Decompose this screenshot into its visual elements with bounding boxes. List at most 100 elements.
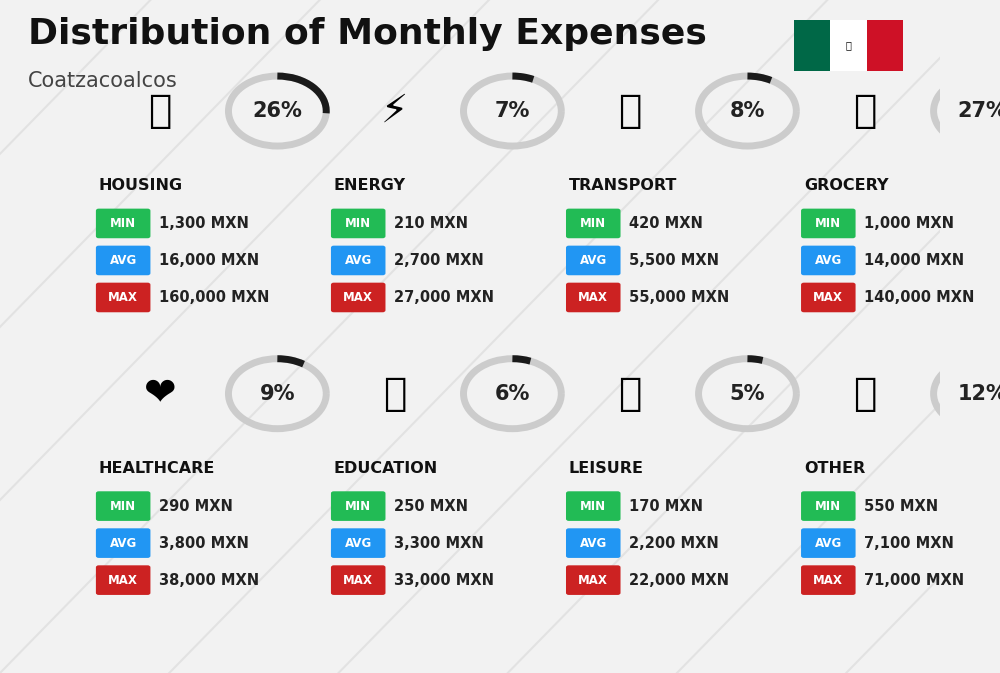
Text: 22,000 MXN: 22,000 MXN xyxy=(629,573,729,588)
Text: Coatzacoalcos: Coatzacoalcos xyxy=(28,71,178,91)
Text: MAX: MAX xyxy=(108,291,138,304)
FancyBboxPatch shape xyxy=(801,209,856,238)
Text: Distribution of Monthly Expenses: Distribution of Monthly Expenses xyxy=(28,17,707,51)
Text: 2,200 MXN: 2,200 MXN xyxy=(629,536,719,551)
FancyBboxPatch shape xyxy=(794,20,830,71)
FancyBboxPatch shape xyxy=(331,491,385,521)
Text: 🎓: 🎓 xyxy=(383,375,407,413)
Text: 🏙: 🏙 xyxy=(148,92,172,130)
Text: 8%: 8% xyxy=(730,101,765,121)
Text: AVG: AVG xyxy=(110,254,137,267)
FancyBboxPatch shape xyxy=(96,283,150,312)
Text: MIN: MIN xyxy=(580,217,606,230)
Text: 290 MXN: 290 MXN xyxy=(159,499,233,513)
FancyBboxPatch shape xyxy=(331,209,385,238)
Text: LEISURE: LEISURE xyxy=(569,461,644,476)
FancyBboxPatch shape xyxy=(96,209,150,238)
Text: 210 MXN: 210 MXN xyxy=(394,216,468,231)
FancyBboxPatch shape xyxy=(96,528,150,558)
Text: MAX: MAX xyxy=(343,291,373,304)
Text: 26%: 26% xyxy=(252,101,302,121)
Text: 27%: 27% xyxy=(958,101,1000,121)
Text: 6%: 6% xyxy=(495,384,530,404)
FancyBboxPatch shape xyxy=(96,491,150,521)
FancyBboxPatch shape xyxy=(566,528,621,558)
FancyBboxPatch shape xyxy=(331,565,385,595)
Text: MIN: MIN xyxy=(110,499,136,513)
FancyBboxPatch shape xyxy=(801,283,856,312)
FancyBboxPatch shape xyxy=(830,20,867,71)
Text: 140,000 MXN: 140,000 MXN xyxy=(864,290,974,305)
Text: MIN: MIN xyxy=(345,217,371,230)
FancyBboxPatch shape xyxy=(566,565,621,595)
Text: ENERGY: ENERGY xyxy=(334,178,406,193)
Text: ❤: ❤ xyxy=(144,375,176,413)
Text: 170 MXN: 170 MXN xyxy=(629,499,703,513)
Text: 1,000 MXN: 1,000 MXN xyxy=(864,216,954,231)
Text: 420 MXN: 420 MXN xyxy=(629,216,703,231)
Text: OTHER: OTHER xyxy=(804,461,865,476)
Text: 55,000 MXN: 55,000 MXN xyxy=(629,290,729,305)
Text: MIN: MIN xyxy=(110,217,136,230)
Text: AVG: AVG xyxy=(345,536,372,550)
Text: MIN: MIN xyxy=(580,499,606,513)
FancyBboxPatch shape xyxy=(801,246,856,275)
Text: MAX: MAX xyxy=(813,291,843,304)
Text: GROCERY: GROCERY xyxy=(804,178,888,193)
FancyBboxPatch shape xyxy=(566,491,621,521)
FancyBboxPatch shape xyxy=(566,209,621,238)
Text: 1,300 MXN: 1,300 MXN xyxy=(159,216,249,231)
Text: 16,000 MXN: 16,000 MXN xyxy=(159,253,259,268)
Text: MAX: MAX xyxy=(813,573,843,587)
Text: MAX: MAX xyxy=(578,573,608,587)
Text: MIN: MIN xyxy=(345,499,371,513)
Text: MAX: MAX xyxy=(343,573,373,587)
Text: 550 MXN: 550 MXN xyxy=(864,499,938,513)
Text: 12%: 12% xyxy=(958,384,1000,404)
Text: 5,500 MXN: 5,500 MXN xyxy=(629,253,719,268)
FancyBboxPatch shape xyxy=(566,246,621,275)
Text: AVG: AVG xyxy=(815,254,842,267)
Text: 33,000 MXN: 33,000 MXN xyxy=(394,573,494,588)
Text: 🛍: 🛍 xyxy=(618,375,642,413)
Text: 14,000 MXN: 14,000 MXN xyxy=(864,253,964,268)
Text: 🛒: 🛒 xyxy=(853,92,877,130)
Text: MIN: MIN xyxy=(815,499,841,513)
FancyBboxPatch shape xyxy=(96,246,150,275)
FancyBboxPatch shape xyxy=(867,20,903,71)
FancyBboxPatch shape xyxy=(331,528,385,558)
Text: 5%: 5% xyxy=(730,384,765,404)
Text: AVG: AVG xyxy=(345,254,372,267)
FancyBboxPatch shape xyxy=(331,283,385,312)
Text: TRANSPORT: TRANSPORT xyxy=(569,178,677,193)
Text: MAX: MAX xyxy=(108,573,138,587)
FancyBboxPatch shape xyxy=(801,528,856,558)
FancyBboxPatch shape xyxy=(801,565,856,595)
Text: 7%: 7% xyxy=(495,101,530,121)
Text: 2,700 MXN: 2,700 MXN xyxy=(394,253,484,268)
Text: 3,300 MXN: 3,300 MXN xyxy=(394,536,484,551)
Text: AVG: AVG xyxy=(815,536,842,550)
Text: MIN: MIN xyxy=(815,217,841,230)
Text: 🦅: 🦅 xyxy=(846,40,851,50)
Text: MAX: MAX xyxy=(578,291,608,304)
FancyBboxPatch shape xyxy=(96,565,150,595)
Text: 7,100 MXN: 7,100 MXN xyxy=(864,536,954,551)
FancyBboxPatch shape xyxy=(566,283,621,312)
Text: 3,800 MXN: 3,800 MXN xyxy=(159,536,249,551)
Text: HOUSING: HOUSING xyxy=(99,178,183,193)
Text: EDUCATION: EDUCATION xyxy=(334,461,438,476)
Text: 9%: 9% xyxy=(260,384,295,404)
Text: 27,000 MXN: 27,000 MXN xyxy=(394,290,494,305)
Text: AVG: AVG xyxy=(110,536,137,550)
Text: AVG: AVG xyxy=(580,254,607,267)
Text: AVG: AVG xyxy=(580,536,607,550)
Text: HEALTHCARE: HEALTHCARE xyxy=(99,461,215,476)
Text: 👜: 👜 xyxy=(853,375,877,413)
Text: 38,000 MXN: 38,000 MXN xyxy=(159,573,259,588)
Text: 160,000 MXN: 160,000 MXN xyxy=(159,290,269,305)
FancyBboxPatch shape xyxy=(801,491,856,521)
Text: 🚌: 🚌 xyxy=(618,92,642,130)
FancyBboxPatch shape xyxy=(331,246,385,275)
Text: 250 MXN: 250 MXN xyxy=(394,499,468,513)
